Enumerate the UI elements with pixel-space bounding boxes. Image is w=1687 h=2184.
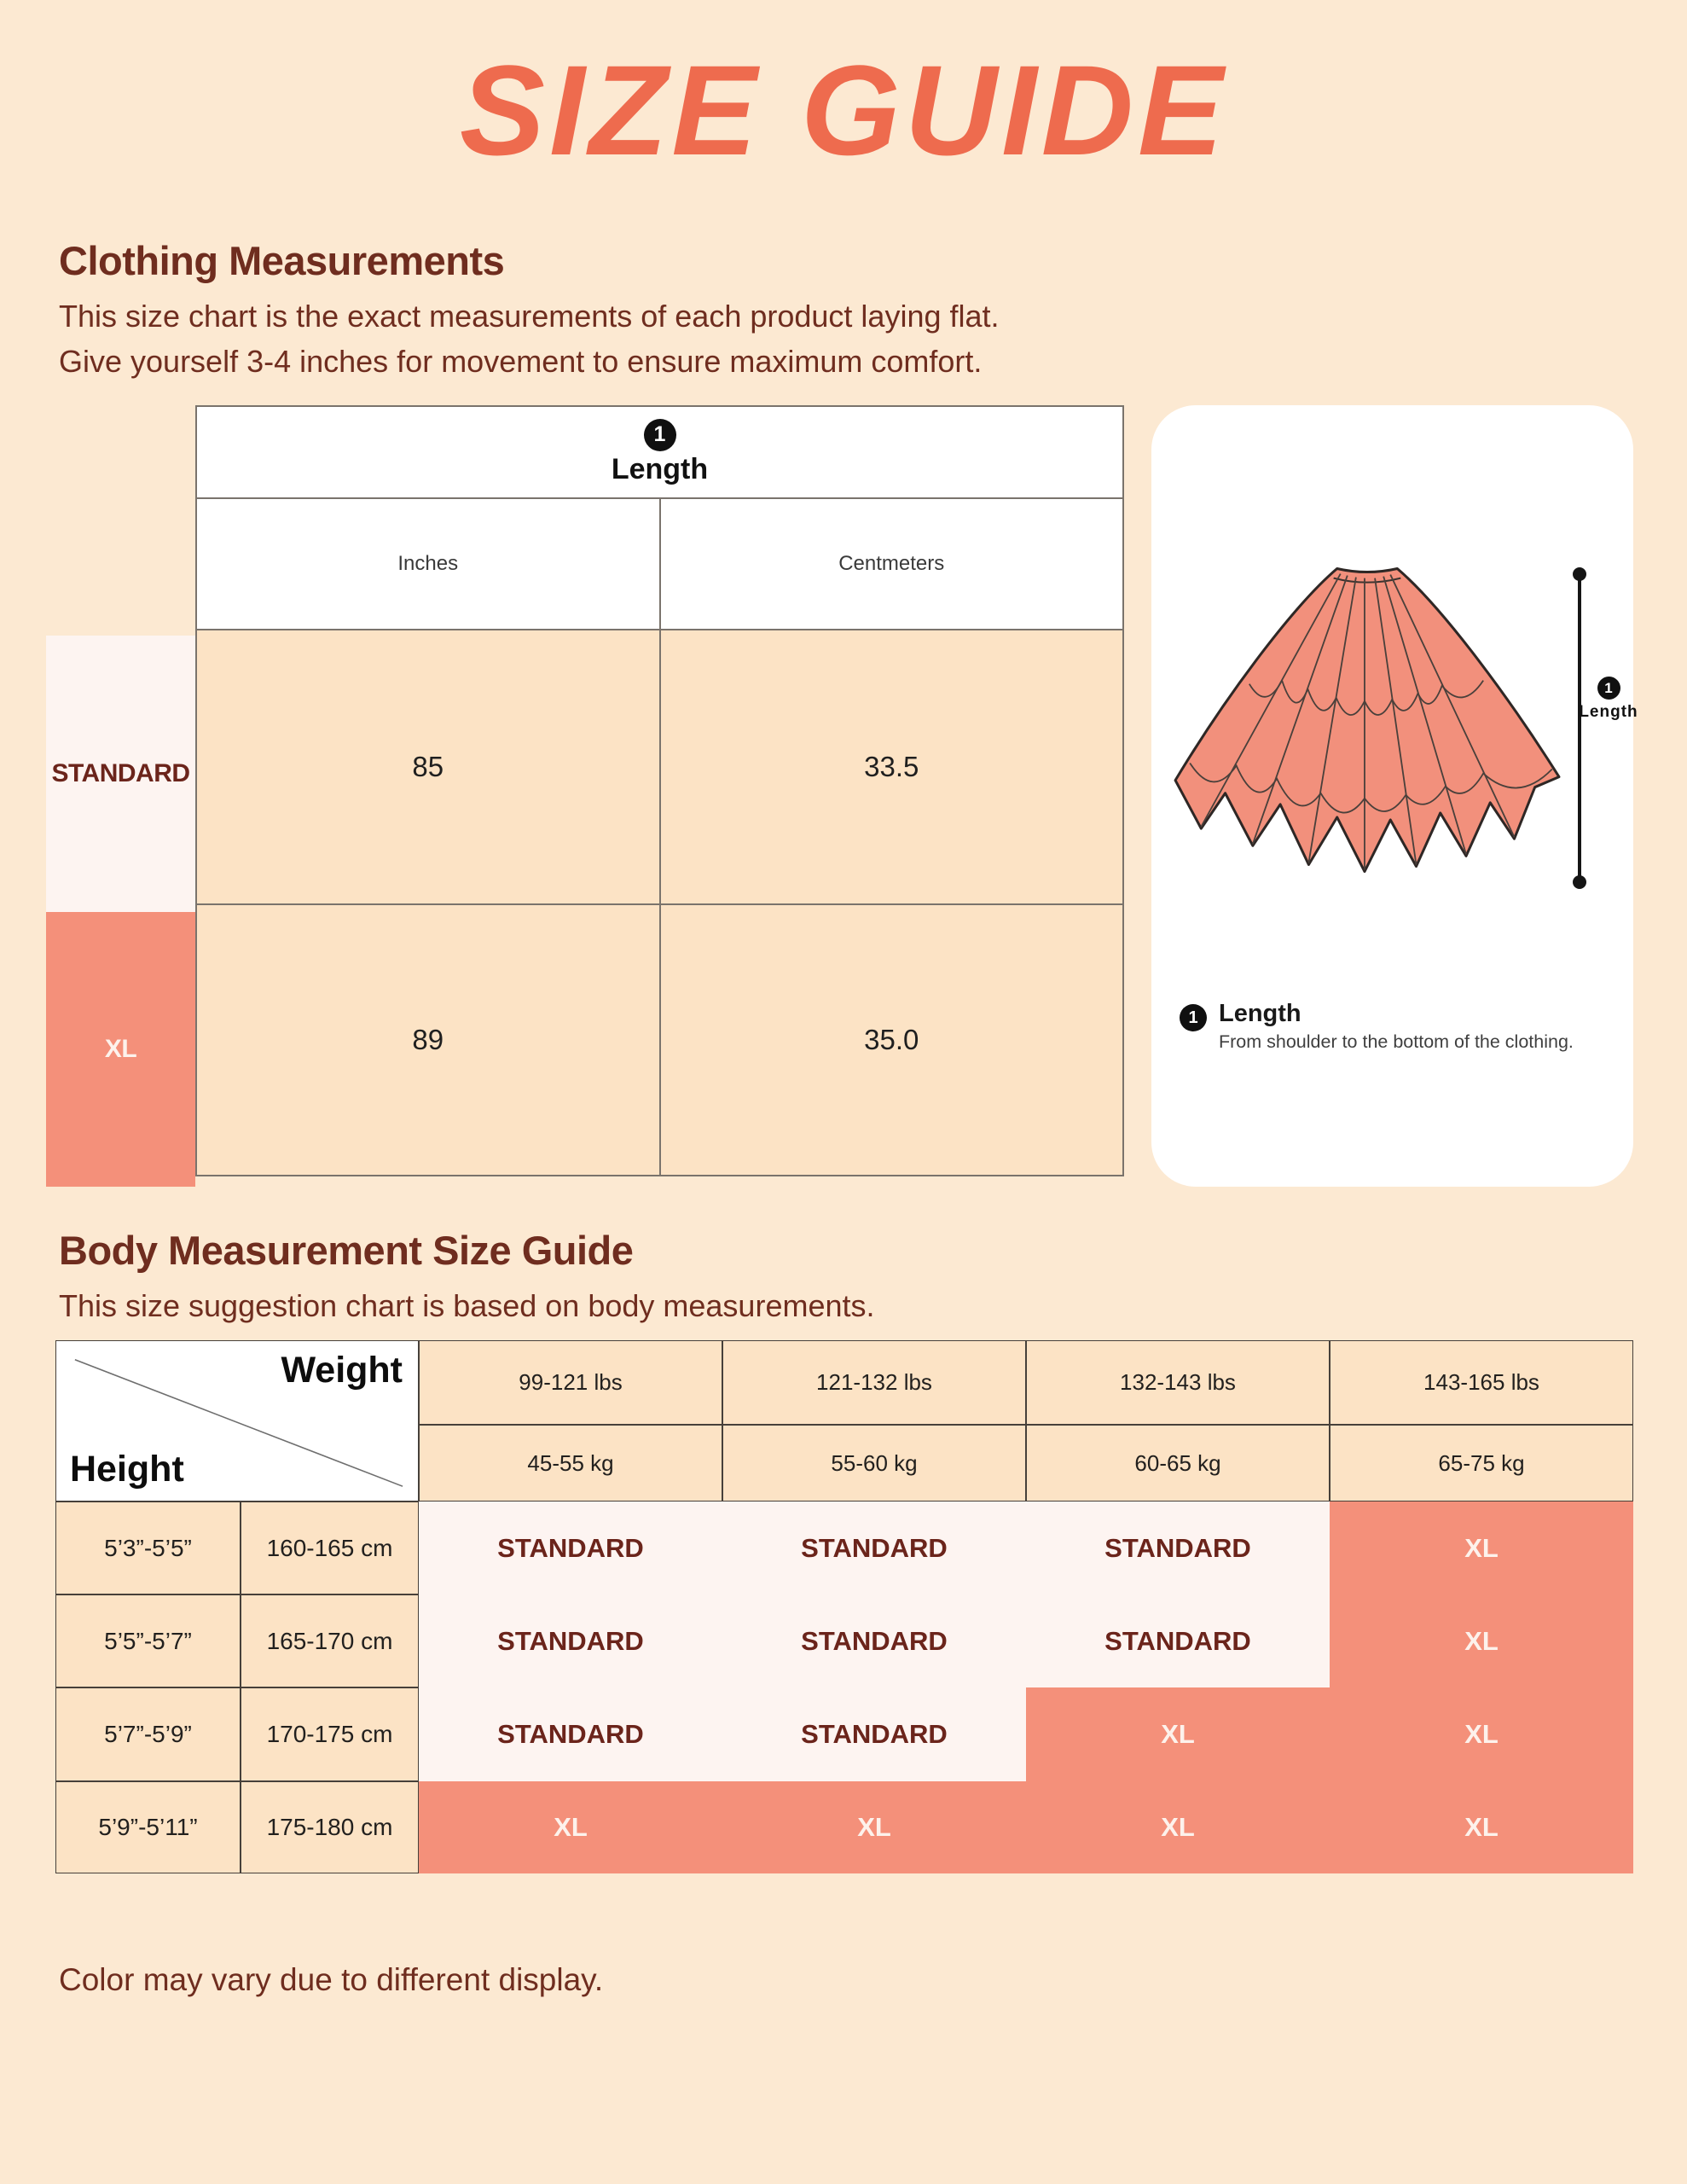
unit-header-inches: Inches — [195, 497, 661, 630]
size-cell-r3c4: XL — [1330, 1687, 1633, 1781]
standard-inches-value: 85 — [195, 629, 661, 905]
size-cell-r2c4: XL — [1330, 1594, 1633, 1687]
height-axis-label: Height — [70, 1449, 184, 1490]
garment-diagram-panel: 1 Length 1 Length From shoulder to the b… — [1151, 405, 1638, 1187]
body-measurement-table: Weight Height 99-121 lbs 121-132 lbs 132… — [55, 1340, 1633, 1873]
page-title: SIZE GUIDE — [459, 38, 1228, 182]
diagram-legend: 1 Length From shoulder to the bottom of … — [1180, 1000, 1589, 1053]
legend-description: From shoulder to the bottom of the cloth… — [1219, 1031, 1574, 1052]
weight-kg-header-2: 55-60 kg — [722, 1425, 1026, 1502]
unit-header-centimeters: Centmeters — [658, 497, 1124, 630]
measure-line-label-text: Length — [1579, 703, 1638, 721]
skirt-illustration — [1174, 566, 1561, 874]
size-cell-r1c1: STANDARD — [419, 1502, 722, 1594]
clothing-measurements-heading: Clothing Measurements — [59, 238, 505, 283]
height-cm-label-4: 175-180 cm — [241, 1781, 419, 1873]
size-cell-r3c2: STANDARD — [722, 1687, 1026, 1781]
xl-centimeters-value: 35.0 — [658, 903, 1124, 1176]
weight-kg-header-4: 65-75 kg — [1330, 1425, 1633, 1502]
measure-1-badge: 1 — [643, 418, 676, 451]
height-cm-label-2: 165-170 cm — [241, 1594, 419, 1687]
size-cell-r4c3: XL — [1026, 1781, 1330, 1873]
height-ft-label-4: 5’9”-5’11” — [55, 1781, 241, 1873]
length-measure-label: 1 Length — [1576, 677, 1641, 722]
height-cm-label-3: 170-175 cm — [241, 1687, 419, 1781]
size-cell-r1c2: STANDARD — [722, 1502, 1026, 1594]
clothing-measurements-description: This size chart is the exact measurement… — [59, 293, 1000, 384]
height-ft-label-2: 5’5”-5’7” — [55, 1594, 241, 1687]
height-ft-label-3: 5’7”-5’9” — [55, 1687, 241, 1781]
weight-axis-label: Weight — [281, 1350, 403, 1391]
weight-lbs-header-2: 121-132 lbs — [722, 1340, 1026, 1425]
weight-kg-header-3: 60-65 kg — [1026, 1425, 1330, 1502]
size-cell-r2c3: STANDARD — [1026, 1594, 1330, 1687]
size-row-label-standard: STANDARD — [46, 636, 195, 912]
xl-inches-value: 89 — [195, 903, 661, 1176]
height-cm-label-1: 160-165 cm — [241, 1502, 419, 1594]
legend-1-badge: 1 — [1180, 1004, 1207, 1031]
description-line-2: Give yourself 3-4 inches for movement to… — [59, 344, 983, 379]
size-cell-r4c1: XL — [419, 1781, 722, 1873]
weight-lbs-header-3: 132-143 lbs — [1026, 1340, 1330, 1425]
length-header-label: Length — [611, 452, 709, 485]
weight-kg-header-1: 45-55 kg — [419, 1425, 722, 1502]
size-cell-r1c4: XL — [1330, 1502, 1633, 1594]
table-row-xl: 89 35.0 — [195, 903, 1124, 1176]
size-row-label-xl: XL — [46, 912, 195, 1187]
size-cell-r3c3: XL — [1026, 1687, 1330, 1781]
size-cell-r4c2: XL — [722, 1781, 1026, 1873]
size-cell-r1c3: STANDARD — [1026, 1502, 1330, 1594]
size-cell-r4c4: XL — [1330, 1781, 1633, 1873]
description-line-1: This size chart is the exact measurement… — [59, 299, 1000, 334]
height-ft-label-1: 5’3”-5’5” — [55, 1502, 241, 1594]
measure-line-bottom-dot — [1573, 875, 1586, 889]
legend-title: Length — [1219, 1000, 1301, 1027]
weight-height-corner-cell: Weight Height — [55, 1340, 419, 1502]
length-header-cell: 1 Length — [195, 405, 1124, 499]
measure-1-badge: 1 — [1597, 677, 1620, 700]
size-cell-r2c2: STANDARD — [722, 1594, 1026, 1687]
clothing-measurements-table: 1 Length Inches Centmeters 85 33.5 89 35… — [195, 405, 1124, 1176]
body-measurement-heading: Body Measurement Size Guide — [59, 1228, 634, 1273]
weight-lbs-header-1: 99-121 lbs — [419, 1340, 722, 1425]
body-measurement-description: This size suggestion chart is based on b… — [59, 1288, 875, 1323]
size-cell-r2c1: STANDARD — [419, 1594, 722, 1687]
table-row-standard: 85 33.5 — [195, 629, 1124, 905]
weight-lbs-header-4: 143-165 lbs — [1330, 1340, 1633, 1425]
size-cell-r3c1: STANDARD — [419, 1687, 722, 1781]
corner-diagonal-line — [74, 1359, 403, 1487]
measure-line-top-dot — [1573, 567, 1586, 581]
color-disclaimer: Color may vary due to different display. — [59, 1962, 604, 1997]
length-measure-line — [1578, 576, 1581, 880]
standard-centimeters-value: 33.5 — [658, 629, 1124, 905]
